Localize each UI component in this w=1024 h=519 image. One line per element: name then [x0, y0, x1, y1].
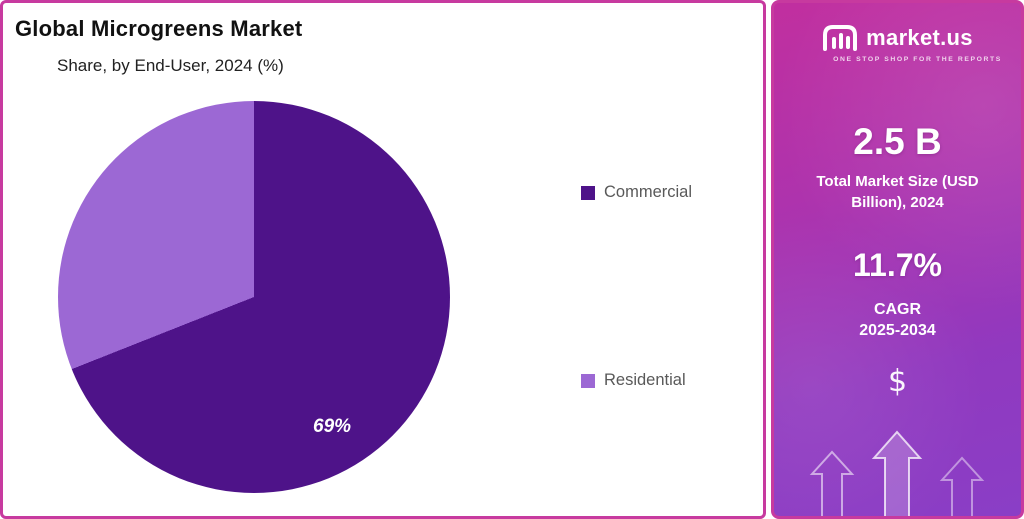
chart-title: Global Microgreens Market — [15, 16, 303, 41]
brand-name: market.us — [866, 25, 973, 50]
pie-data-label: 69% — [313, 416, 352, 437]
dollar-icon: $ — [887, 363, 908, 399]
cagr-label: CAGR 2025-2034 — [859, 300, 936, 342]
legend-label: Residential — [604, 371, 686, 389]
market-size-label: Total Market Size (USD Billion), 2024 — [816, 173, 979, 211]
cagr-label-line2: 2025-2034 — [859, 321, 936, 339]
legend-swatch — [581, 185, 595, 200]
brand: market.us — [822, 23, 973, 53]
legend-item-residential: Residential — [581, 371, 686, 390]
chart-subtitle: Share, by End-User, 2024 (%) — [57, 56, 284, 75]
pie-chart — [58, 101, 450, 493]
brand-tagline: ONE STOP SHOP FOR THE REPORTS — [833, 56, 1002, 63]
legend: Commercial Residential — [581, 183, 741, 403]
legend-swatch — [581, 373, 595, 388]
legend-label: Commercial — [604, 183, 693, 201]
chart-panel: Global Microgreens Market Share, by End-… — [0, 0, 766, 519]
brand-panel: market.us ONE STOP SHOP FOR THE REPORTS … — [771, 0, 1024, 519]
market-size-value: 2.5 B — [853, 121, 942, 162]
pie-chart-area: 69% — [58, 101, 450, 493]
cagr-value: 11.7% — [853, 247, 942, 283]
market-us-logo-icon — [823, 25, 858, 51]
legend-item-commercial: Commercial — [581, 183, 692, 202]
cagr-label-line1: CAGR — [873, 301, 922, 318]
growth-arrows-icon — [809, 430, 985, 516]
